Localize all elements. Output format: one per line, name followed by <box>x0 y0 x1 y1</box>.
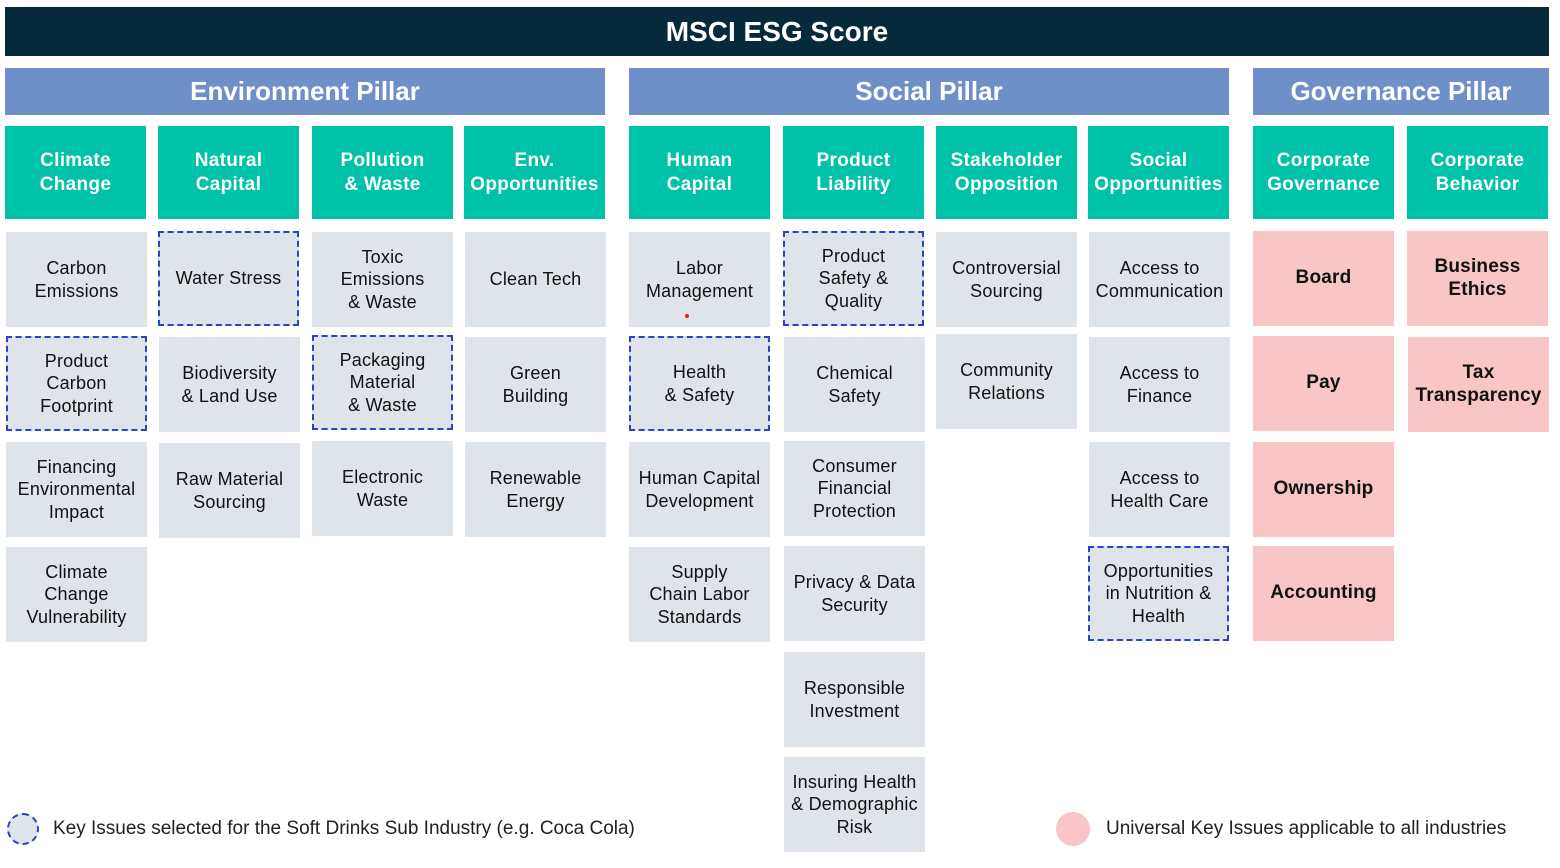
issue-insuring-health-demographic-risk: Insuring Health & Demographic Risk <box>784 757 925 852</box>
theme-stakeholder-opposition: Stakeholder Opposition <box>936 126 1077 219</box>
issue-green-building: Green Building <box>465 337 606 432</box>
issue-water-stress: Water Stress <box>158 231 299 326</box>
theme-product-liability: Product Liability <box>783 126 924 219</box>
issue-clean-tech: Clean Tech <box>465 232 606 327</box>
pink-circle-icon <box>1056 812 1090 846</box>
legend-key-issues: Key Issues selected for the Soft Drinks … <box>7 812 635 846</box>
issue-electronic-waste: Electronic Waste <box>312 441 453 536</box>
legend-universal: Universal Key Issues applicable to all i… <box>1056 812 1506 846</box>
issue-consumer-financial-protection: Consumer Financial Protection <box>784 441 925 536</box>
issue-access-to-health-care: Access to Health Care <box>1089 442 1230 537</box>
issue-climate-change-vulnerability: Climate Change Vulnerability <box>6 547 147 642</box>
issue-carbon-emissions: Carbon Emissions <box>6 232 147 327</box>
issue-renewable-energy: Renewable Energy <box>465 442 606 537</box>
legend-key-issues-text: Key Issues selected for the Soft Drinks … <box>53 818 635 839</box>
issue-opportunities-nutrition-health: Opportunities in Nutrition & Health <box>1088 546 1229 641</box>
issue-biodiversity-land-use: Biodiversity & Land Use <box>159 337 300 432</box>
theme-climate-change: Climate Change <box>5 126 146 219</box>
msci-esg-score-banner: MSCI ESG Score <box>5 7 1549 56</box>
theme-env-opportunities: Env. Opportunities <box>464 126 605 219</box>
issue-health-safety: Health & Safety <box>629 336 770 431</box>
theme-corporate-governance: Corporate Governance <box>1253 126 1394 219</box>
issue-labor-management: Labor Management <box>629 232 770 327</box>
issue-access-to-communication: Access to Communication <box>1089 232 1230 327</box>
marker-dot <box>685 314 689 318</box>
issue-accounting: Accounting <box>1253 546 1394 641</box>
theme-corporate-behavior: Corporate Behavior <box>1407 126 1548 219</box>
legend-universal-text: Universal Key Issues applicable to all i… <box>1106 818 1507 839</box>
governance-pillar-header: Governance Pillar <box>1253 68 1549 115</box>
issue-access-to-finance: Access to Finance <box>1089 337 1230 432</box>
issue-toxic-emissions-waste: Toxic Emissions & Waste <box>312 232 453 327</box>
issue-pay: Pay <box>1253 336 1394 431</box>
issue-tax-transparency: Tax Transparency <box>1408 337 1549 432</box>
theme-social-opportunities: Social Opportunities <box>1088 126 1229 219</box>
issue-controversial-sourcing: Controversial Sourcing <box>936 232 1077 327</box>
issue-financing-environmental-impact: Financing Environmental Impact <box>6 442 147 537</box>
issue-product-carbon-footprint: Product Carbon Footprint <box>6 336 147 431</box>
issue-supply-chain-labor-standards: Supply Chain Labor Standards <box>629 547 770 642</box>
issue-responsible-investment: Responsible Investment <box>784 652 925 747</box>
issue-privacy-data-security: Privacy & Data Security <box>784 546 925 641</box>
environment-pillar-header: Environment Pillar <box>5 68 605 115</box>
issue-ownership: Ownership <box>1253 442 1394 537</box>
issue-community-relations: Community Relations <box>936 334 1077 429</box>
dashed-circle-icon <box>7 813 39 845</box>
theme-human-capital: Human Capital <box>629 126 770 219</box>
issue-business-ethics: Business Ethics <box>1407 231 1548 326</box>
social-pillar-header: Social Pillar <box>629 68 1229 115</box>
issue-raw-material-sourcing: Raw Material Sourcing <box>159 443 300 538</box>
issue-chemical-safety: Chemical Safety <box>784 337 925 432</box>
issue-board: Board <box>1253 231 1394 326</box>
issue-product-safety-quality: Product Safety & Quality <box>783 231 924 326</box>
issue-packaging-material-waste: Packaging Material & Waste <box>312 335 453 430</box>
issue-human-capital-development: Human Capital Development <box>629 442 770 537</box>
theme-pollution-waste: Pollution & Waste <box>312 126 453 219</box>
theme-natural-capital: Natural Capital <box>158 126 299 219</box>
